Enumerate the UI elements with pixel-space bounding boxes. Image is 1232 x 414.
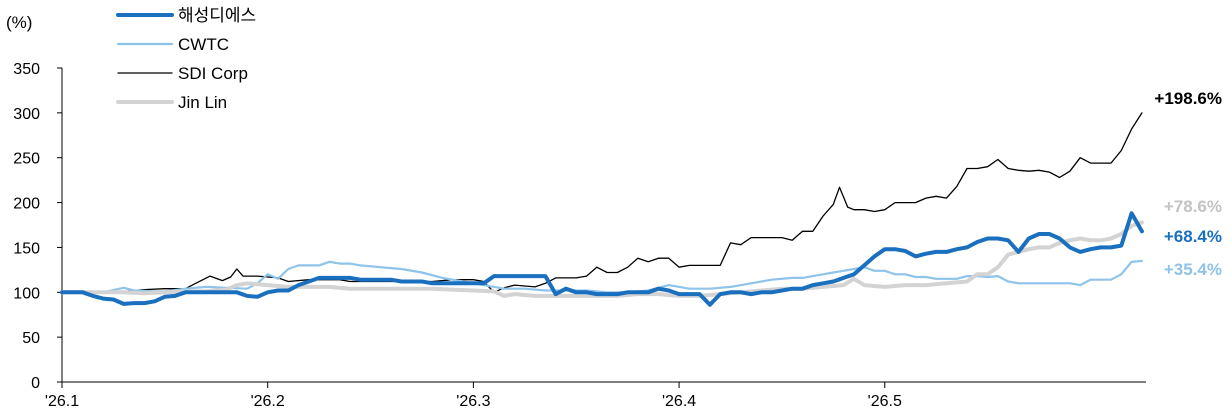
axes: 0 50 100 150 200 250 300 350 '26.1 '26.2 '26.3 '26.… bbox=[13, 61, 1146, 410]
series-line-2 bbox=[60, 220, 1144, 298]
end-label: +68.4% bbox=[1164, 227, 1222, 246]
y-axis-label: (%) bbox=[6, 13, 32, 32]
end-label: +78.6% bbox=[1164, 197, 1222, 216]
legend-label: Jin Lin bbox=[178, 93, 227, 112]
legend: 해성디에스 CWTC SDI Corp Jin Lin bbox=[116, 6, 256, 112]
x-tick-label: '26.4 bbox=[662, 393, 696, 410]
series-line-3 bbox=[60, 211, 1144, 307]
x-tick-label: '26.1 bbox=[45, 393, 79, 410]
y-tick-label: 100 bbox=[13, 285, 40, 302]
legend-label: 해성디에스 bbox=[178, 6, 256, 25]
series-line-1 bbox=[60, 259, 1143, 294]
x-tick-label: '26.5 bbox=[868, 393, 902, 410]
end-labels: +198.6% +35.4% +78.6% +68.4% bbox=[1154, 89, 1222, 279]
series-layer bbox=[60, 112, 1144, 307]
legend-label: SDI Corp bbox=[178, 64, 248, 83]
y-tick-label: 150 bbox=[13, 240, 40, 257]
y-tick-label: 0 bbox=[31, 375, 40, 392]
end-label: +198.6% bbox=[1154, 89, 1222, 108]
y-tick-label: 300 bbox=[13, 106, 40, 123]
y-tick-label: 350 bbox=[13, 61, 40, 78]
y-tick-label: 200 bbox=[13, 196, 40, 213]
legend-label: CWTC bbox=[178, 35, 229, 54]
y-tick-label: 50 bbox=[22, 330, 40, 347]
y-tick-label: 250 bbox=[13, 151, 40, 168]
series-line-0 bbox=[61, 112, 1143, 293]
end-label: +35.4% bbox=[1164, 260, 1222, 279]
x-tick-label: '26.3 bbox=[456, 393, 490, 410]
x-tick-label: '26.2 bbox=[251, 393, 285, 410]
